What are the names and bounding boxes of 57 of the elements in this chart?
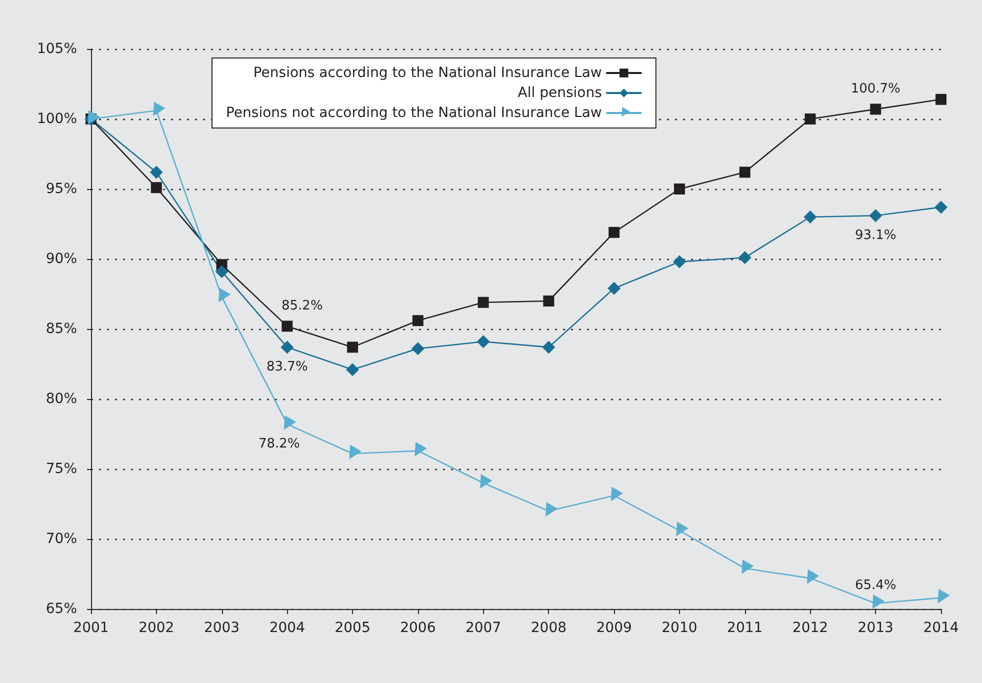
x-tick-label: 2008 [530,620,567,636]
x-tick-label: 2004 [269,620,306,636]
x-tick-label: 2011 [727,620,763,636]
legend-label: Pensions not according to the National Insurance Law [226,105,602,121]
point [804,210,817,224]
point [608,226,620,238]
point [936,94,946,105]
x-tick-label: 2005 [334,620,370,636]
point [804,114,816,124]
legend-label: Pensions according to the National Insurance Law [253,65,602,81]
point [739,166,750,178]
point [478,296,489,308]
point [674,184,685,194]
point [542,340,556,354]
x-tick-label: 2013 [858,620,894,636]
point [150,182,162,194]
y-tick-label: 70% [46,531,77,547]
y-tick-label: 105% [36,41,77,57]
point [934,200,948,214]
y-tick-label: 95% [46,181,77,197]
x-tick-label: 2003 [204,620,240,636]
annotation: 93.1% [854,228,896,244]
point [411,342,424,356]
point [672,255,686,268]
x-tick-label: 2001 [73,620,109,636]
annotation: 78.2% [258,436,300,452]
point [347,342,358,353]
annotation: 65.4% [854,578,896,593]
annotation: 83.7% [266,360,308,375]
y-tick-label: 65% [46,601,77,617]
point [870,104,882,115]
y-tick-label: 100% [36,111,77,127]
y-tick-label: 90% [46,251,77,267]
point [150,166,163,179]
point [869,209,882,222]
point [476,335,490,348]
annotation: 100.7% [850,82,900,97]
point [608,282,621,295]
x-tick-label: 2012 [792,620,828,636]
point [346,363,360,376]
point [412,315,424,326]
point [280,340,294,354]
legend-label: All pensions [518,85,602,101]
x-tick-label: 2002 [138,620,174,636]
y-tick-label: 75% [46,461,77,477]
x-tick-label: 2009 [596,620,632,636]
point [282,320,293,332]
y-tick-label: 80% [46,391,77,407]
x-tick-label: 2007 [465,620,502,636]
point [215,265,228,278]
x-tick-label: 2010 [662,620,698,636]
x-tick-label: 2014 [923,620,959,636]
x-tick-label: 2006 [400,620,436,636]
point [543,296,554,306]
annotation: 85.2% [282,298,323,314]
point [738,251,752,264]
y-tick-label: 85% [46,321,77,337]
